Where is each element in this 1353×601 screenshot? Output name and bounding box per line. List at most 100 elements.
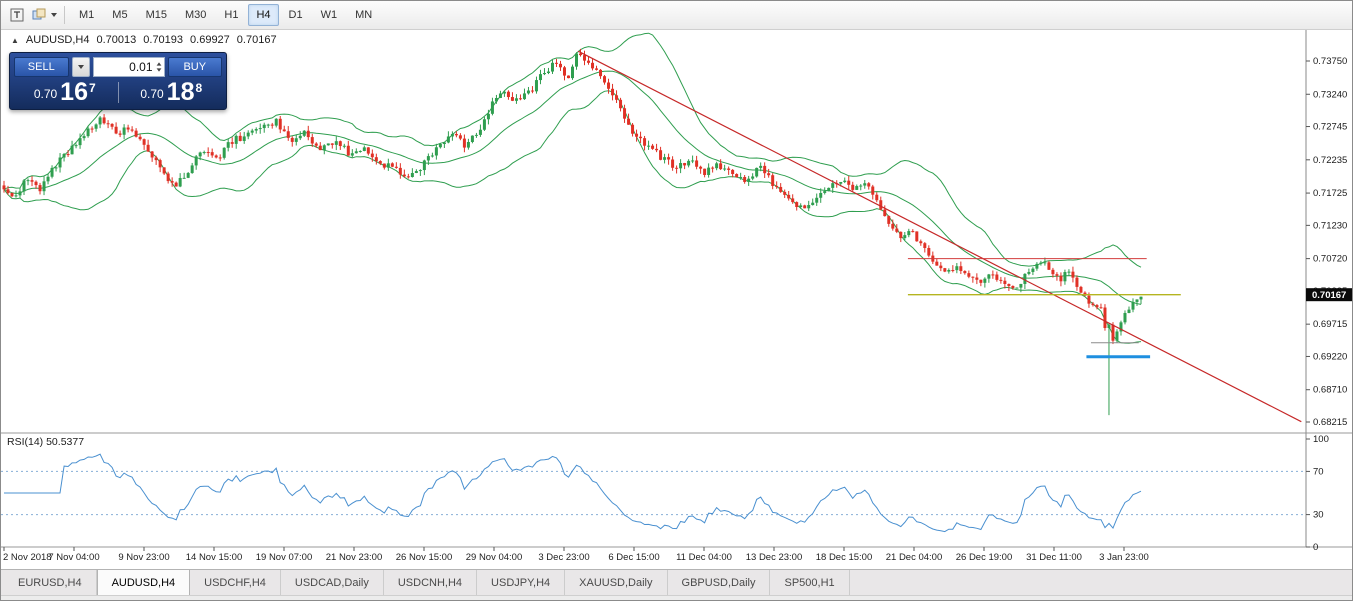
tab-usdchf-h4[interactable]: USDCHF,H4 [190, 570, 281, 596]
candle-body [430, 155, 434, 157]
candle-body [514, 98, 518, 101]
candle-body [518, 98, 522, 100]
candle-body [615, 95, 619, 100]
rsi-tick-label: 100 [1313, 434, 1329, 445]
bollinger-middle-line[interactable] [3, 70, 1142, 305]
volume-spinner[interactable] [156, 62, 162, 72]
candle-body [366, 147, 370, 154]
candle-body [290, 137, 294, 142]
candle-body [719, 163, 723, 170]
close-value: 0.70167 [236, 34, 277, 46]
candle-body [106, 123, 110, 125]
price-tick-label: 0.72235 [1313, 155, 1347, 166]
descending-trendline[interactable] [577, 50, 1302, 423]
sell-price-big: 16 [60, 78, 88, 106]
symbol-triangle-icon: ▲ [11, 35, 19, 45]
tab-gbpusd-daily[interactable]: GBPUSD,Daily [668, 570, 771, 596]
text-tool-icon[interactable] [4, 3, 30, 27]
rsi-tick-label: 70 [1313, 466, 1324, 477]
candle-body [54, 167, 58, 169]
tab-usdcad-daily[interactable]: USDCAD,Daily [281, 570, 384, 596]
candle-body [350, 153, 354, 156]
timeframe-button-h4[interactable]: H4 [248, 4, 279, 26]
candle-body [667, 157, 671, 160]
candle-body [843, 180, 847, 182]
candle-body [1019, 283, 1023, 288]
price-tick-label: 0.72745 [1313, 122, 1347, 133]
candle-body [182, 177, 186, 179]
candle-body [530, 90, 534, 92]
volume-preset-button[interactable] [71, 57, 90, 77]
timeframe-button-h1[interactable]: H1 [224, 9, 239, 21]
tab-xauusd-daily[interactable]: XAUUSD,Daily [565, 570, 668, 596]
timeframe-button-d1[interactable]: D1 [288, 9, 303, 21]
dropdown-caret-icon [51, 13, 57, 17]
candle-body [995, 274, 999, 280]
candle-body [607, 82, 611, 89]
timeframe-button-m30[interactable]: M30 [184, 9, 207, 21]
price-tick-label: 0.73240 [1313, 89, 1347, 100]
bollinger-upper-line[interactable] [3, 32, 1142, 268]
tab-audusd-h4[interactable]: AUDUSD,H4 [96, 569, 191, 596]
candle-body [14, 195, 18, 197]
candle-body [1063, 272, 1067, 282]
volume-input[interactable]: 0.01 [92, 57, 165, 77]
candle-body [723, 168, 727, 170]
tab-sp500-h1[interactable]: SP500,H1 [770, 570, 850, 596]
candle-body [663, 157, 667, 160]
timeframe-button-mn[interactable]: MN [355, 9, 373, 21]
time-tick-label: 6 Dec 15:00 [608, 552, 659, 563]
bollinger-lower-line[interactable] [3, 90, 1142, 344]
candle-body [1031, 268, 1035, 272]
sell-button[interactable]: SELL [14, 57, 69, 77]
timeframe-button-m1[interactable]: M1 [79, 9, 95, 21]
candle-body [595, 68, 599, 70]
time-tick-label: 18 Dec 15:00 [816, 552, 873, 563]
timeframe-button-w1[interactable]: W1 [320, 9, 338, 21]
candle-body [943, 268, 947, 272]
candle-body [238, 135, 242, 141]
candle-body [118, 133, 122, 135]
candle-body [538, 74, 542, 81]
chart-canvas[interactable]: 0.73750 0.73240 0.72745 0.72235 0.71725 0.712… [1, 29, 1353, 569]
rsi-line[interactable] [4, 453, 1142, 533]
candle-body [510, 97, 514, 101]
candle-body [346, 145, 350, 156]
candle-body [751, 176, 755, 179]
tab-eurusd-h4[interactable]: EURUSD,H4 [4, 570, 97, 596]
candle-body [971, 276, 975, 278]
candle-body [270, 124, 274, 126]
volume-preset-caret-icon [77, 65, 84, 69]
open-value: 0.70013 [96, 34, 137, 46]
candle-body [839, 181, 843, 184]
low-value: 0.69927 [190, 34, 230, 46]
tab-usdjpy-h4[interactable]: USDJPY,H4 [477, 570, 566, 596]
tab-usdcnh-h4[interactable]: USDCNH,H4 [384, 570, 478, 596]
candle-body [747, 178, 751, 182]
candle-body [1071, 271, 1075, 278]
candle-body [639, 136, 643, 139]
candle-body [410, 172, 414, 178]
sell-price[interactable]: 0.70 16 7 [14, 80, 116, 105]
candle-body [711, 167, 715, 169]
candle-body [490, 101, 494, 114]
candle-body [390, 163, 394, 167]
candle-body [915, 231, 919, 242]
buy-button[interactable]: BUY [167, 57, 222, 77]
trade-panel-prices: 0.70 16 7 0.70 18 8 [14, 80, 222, 105]
objects-palette-icon[interactable] [31, 3, 58, 27]
timeframe-button-m15[interactable]: M15 [145, 9, 167, 21]
candle-body [534, 80, 538, 92]
candle-body [274, 118, 278, 126]
buy-price[interactable]: 0.70 18 8 [121, 80, 223, 105]
candle-body [398, 167, 402, 175]
candle-body [855, 186, 859, 190]
candle-body [374, 157, 378, 162]
candle-body [927, 247, 931, 256]
candle-body [767, 173, 771, 176]
candle-body [891, 223, 895, 229]
candle-body [450, 133, 454, 137]
candle-body [506, 91, 510, 98]
timeframe-button-m5[interactable]: M5 [112, 9, 128, 21]
candle-body [474, 134, 478, 136]
